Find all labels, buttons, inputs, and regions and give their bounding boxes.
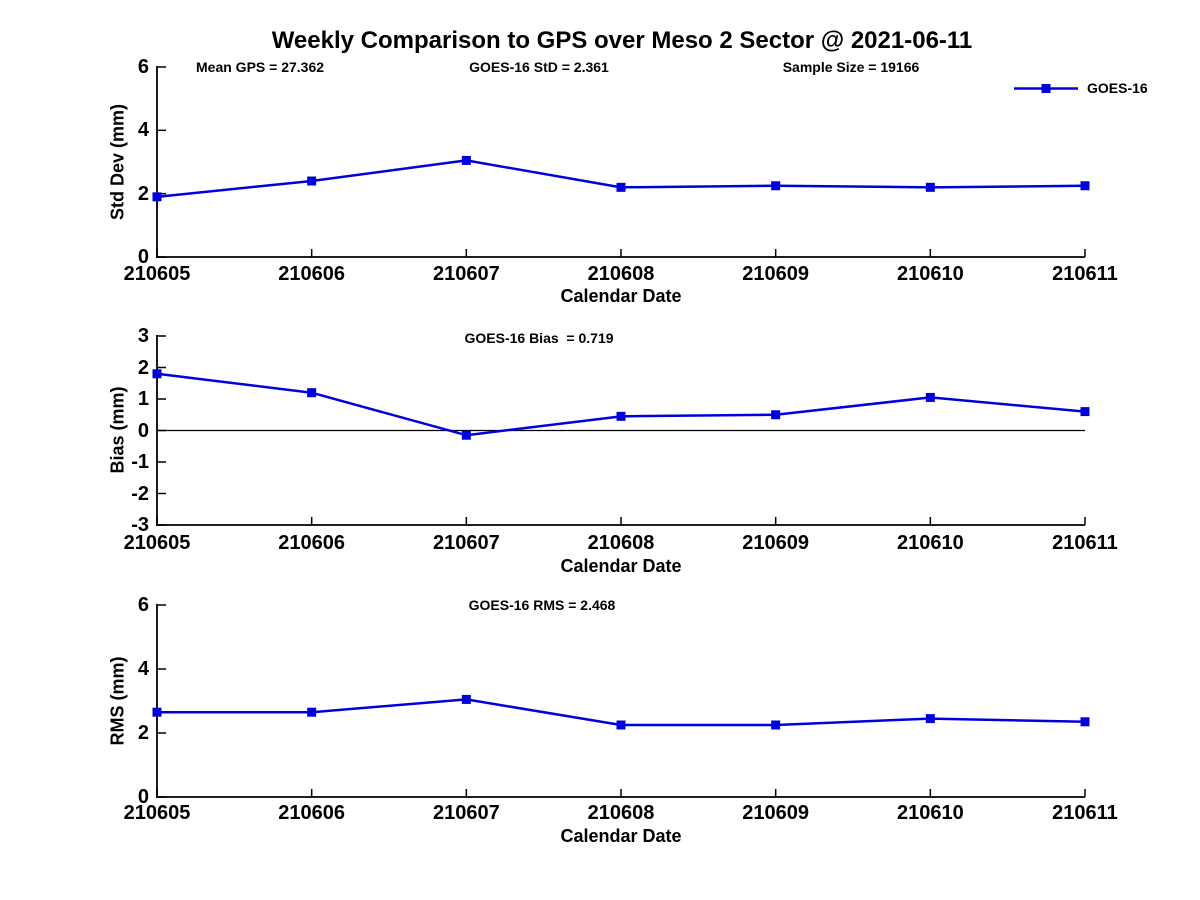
rms-vs-date-axes: [152, 604, 1090, 798]
annotation-goes16-std: GOES-16 StD = 2.361: [469, 59, 609, 75]
data-point-marker: [307, 388, 317, 398]
annotation-goes16-rms: GOES-16 RMS = 2.468: [468, 597, 616, 613]
data-point-marker: [152, 369, 162, 379]
data-point-marker: [152, 707, 162, 717]
x-tick-label: 210609: [742, 263, 810, 285]
x-tick-label: 210606: [278, 802, 346, 824]
y-tick-label: 2: [137, 722, 149, 744]
legend-series-label: GOES-16: [1087, 80, 1148, 96]
x-tick-label: 210609: [742, 802, 810, 824]
data-point-marker: [616, 720, 626, 730]
y-tick-label: 0: [137, 246, 149, 268]
y-tick-label: 1: [137, 388, 149, 410]
legend: GOES-16: [1013, 77, 1148, 99]
y-tick-label: 0: [137, 786, 149, 808]
x-tick-label: 210608: [587, 263, 655, 285]
data-point-marker: [461, 430, 471, 440]
x-tick-label: 210607: [432, 802, 500, 824]
data-point-marker: [771, 720, 781, 730]
y-tick-label: 6: [137, 56, 149, 78]
data-point-marker: [307, 707, 317, 717]
data-point-marker: [152, 192, 162, 202]
x-axis-label-std-dev-plot: Calendar Date: [560, 286, 682, 306]
annotation-goes16-bias: GOES-16 Bias = 0.719: [464, 330, 614, 346]
data-point-marker: [771, 410, 781, 420]
annotation-sample-size: Sample Size = 19166: [782, 59, 920, 75]
x-tick-label: 210608: [587, 532, 655, 554]
data-point-marker: [925, 182, 935, 192]
y-tick-label: 4: [137, 658, 149, 680]
legend-line-marker-icon: [1014, 83, 1078, 93]
y-tick-label: 2: [137, 356, 149, 379]
bias-vs-date-axes: [152, 335, 1090, 526]
data-point-marker: [771, 181, 781, 191]
data-point-marker: [616, 411, 626, 421]
x-axis-label-rms-plot: Calendar Date: [560, 826, 682, 846]
x-tick-label: 210608: [587, 802, 655, 824]
data-point-marker: [925, 714, 935, 724]
y-tick-label: 2: [137, 182, 149, 205]
x-tick-label: 210610: [896, 263, 964, 285]
y-tick-label: 0: [137, 419, 149, 442]
x-tick-label: 210605: [123, 263, 191, 285]
y-tick-label: -1: [131, 451, 149, 473]
data-point-marker: [925, 392, 935, 402]
data-point-marker: [461, 694, 471, 704]
y-tick-label: 6: [137, 594, 149, 616]
x-tick-label: 210609: [742, 532, 810, 554]
x-tick-label: 210607: [432, 532, 500, 554]
data-point-marker: [616, 182, 626, 192]
x-axis-label-bias-plot: Calendar Date: [560, 556, 682, 576]
x-tick-label: 210605: [123, 802, 191, 824]
std-dev-vs-date-axes: [152, 66, 1090, 258]
x-tick-label: 210610: [896, 532, 964, 554]
x-tick-label: 210606: [278, 532, 346, 554]
x-tick-label: 210611: [1052, 263, 1118, 285]
x-tick-label: 210610: [896, 802, 964, 824]
data-point-marker: [1080, 407, 1090, 417]
x-tick-label: 210611: [1052, 802, 1118, 824]
x-tick-label: 210605: [123, 532, 191, 554]
data-point-marker: [461, 155, 471, 165]
annotation-mean-gps: Mean GPS = 27.362: [196, 59, 325, 75]
page-title: Weekly Comparison to GPS over Meso 2 Sec…: [271, 27, 973, 54]
series-line-goes-16: [156, 372, 1086, 437]
y-tick-label: 4: [137, 119, 149, 142]
y-tick-label: -2: [131, 482, 149, 505]
data-point-marker: [1080, 181, 1090, 191]
x-tick-label: 210607: [432, 263, 500, 285]
x-tick-label: 210606: [278, 263, 346, 285]
y-tick-label: -3: [131, 514, 149, 536]
x-tick-label: 210611: [1052, 532, 1118, 554]
data-point-marker: [1080, 717, 1090, 727]
data-point-marker: [307, 176, 317, 186]
y-tick-label: 3: [137, 325, 149, 347]
